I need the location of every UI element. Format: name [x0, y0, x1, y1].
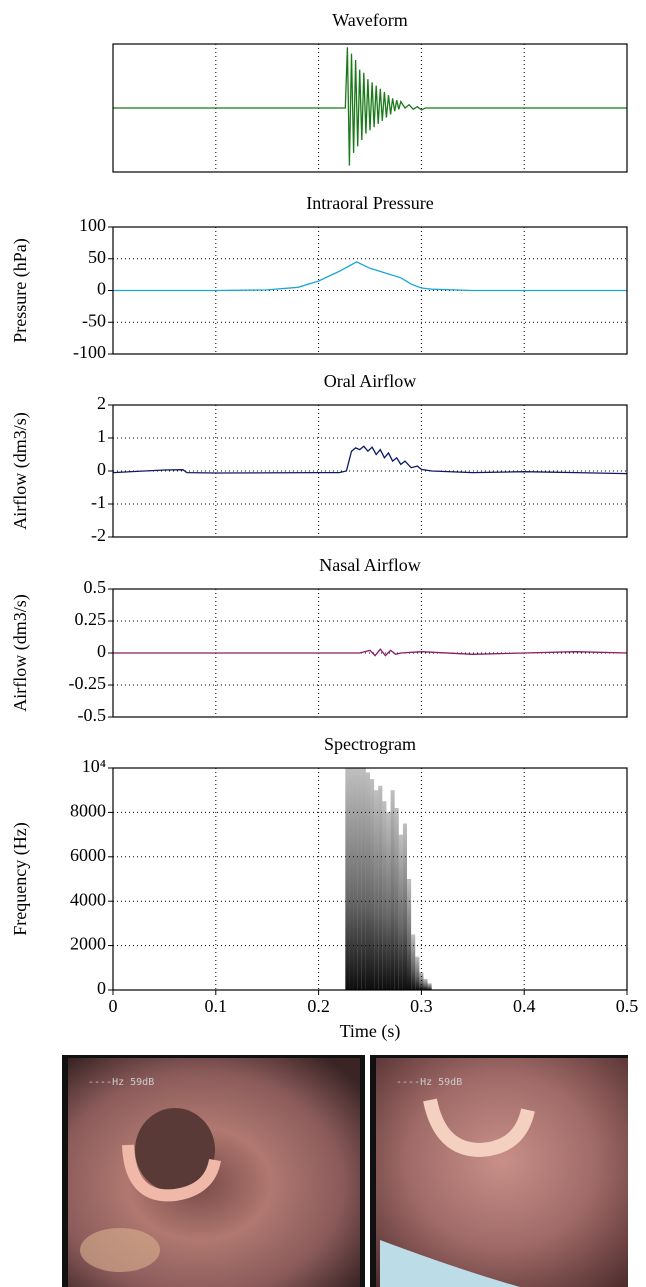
plot-frame — [112, 226, 628, 355]
y-tick-label: -0.5 — [78, 705, 107, 725]
line — [112, 445, 628, 475]
y-tick-label: 1 — [97, 426, 106, 446]
chart-title: Waveform — [332, 10, 408, 30]
y-axis-label: Airflow (dm3/s) — [10, 594, 31, 711]
spectrogram-column — [365, 772, 370, 990]
y-tick-label: 8000 — [70, 801, 106, 821]
spectrogram-column — [349, 768, 354, 990]
spectrogram-column — [345, 768, 350, 990]
y-tick-label: 2000 — [70, 934, 106, 954]
y-tick-label: 0.25 — [75, 609, 107, 629]
chart-title: Spectrogram — [324, 734, 416, 754]
spectrogram-column — [357, 768, 362, 990]
y-tick-label: 2 — [97, 393, 106, 413]
spectrogram-column — [423, 978, 428, 990]
y-tick-label: -100 — [73, 342, 106, 362]
endoscopy-image: ----Hz 59dB — [62, 1055, 365, 1287]
image-overlay: ----Hz 59dB — [396, 1077, 462, 1088]
image-overlay: ----Hz 59dB — [88, 1077, 154, 1088]
spectrogram-column — [402, 823, 408, 990]
chart-title: Nasal Airflow — [319, 555, 420, 575]
y-tick-label: 0 — [97, 641, 106, 661]
x-tick-label: 0.1 — [205, 996, 228, 1016]
spectrogram-column — [419, 972, 424, 990]
spectrogram-column — [411, 934, 416, 990]
x-tick-label: 0.2 — [307, 996, 330, 1016]
y-axis-label: Frequency (Hz) — [10, 822, 31, 935]
y-tick-label: 0.5 — [84, 577, 107, 597]
x-tick-label: 0.5 — [616, 996, 639, 1016]
x-axis-label: Time (s) — [340, 1021, 401, 1042]
plot-frame — [112, 43, 628, 173]
y-tick-label: -0.25 — [69, 673, 107, 693]
spectrogram-column — [382, 801, 387, 990]
spectrogram-column — [374, 790, 379, 990]
plot-frame — [112, 588, 628, 718]
chart-title: Intraoral Pressure — [306, 193, 433, 213]
endoscopy-image: ----Hz 59dB — [370, 1055, 628, 1287]
line — [113, 47, 627, 166]
plot-frame — [112, 404, 628, 538]
spectrogram-column — [370, 779, 375, 990]
spectrogram-column — [361, 768, 366, 990]
line — [113, 261, 627, 292]
y-tick-label: 10⁴ — [82, 756, 106, 776]
y-tick-label: 0 — [97, 459, 106, 479]
spectrogram-column — [390, 790, 395, 990]
spectrogram-column — [353, 768, 358, 990]
y-tick-label: 50 — [88, 247, 106, 267]
spectrogram-column — [398, 834, 403, 990]
chart-title: Oral Airflow — [324, 371, 416, 391]
y-tick-label: -1 — [91, 492, 106, 512]
x-tick-label: 0.3 — [410, 996, 433, 1016]
y-tick-label: 4000 — [70, 889, 106, 909]
y-tick-label: 0 — [97, 279, 106, 299]
y-tick-label: 100 — [79, 215, 106, 235]
x-tick-label: 0.4 — [513, 996, 536, 1016]
spectrogram-column — [386, 812, 391, 990]
line — [113, 648, 628, 657]
y-axis-label: Pressure (hPa) — [10, 238, 31, 342]
spectrogram-column — [415, 956, 420, 990]
y-tick-label: 0 — [97, 978, 106, 998]
spectrogram-column — [394, 807, 399, 990]
spectrogram-column — [407, 879, 412, 990]
x-tick-label: 0 — [109, 996, 118, 1016]
plot-frame — [112, 767, 628, 991]
y-tick-label: -2 — [91, 525, 106, 545]
spectrogram-column — [378, 785, 383, 990]
y-tick-label: 6000 — [70, 845, 106, 865]
y-axis-label: Airflow (dm3/s) — [10, 412, 31, 529]
y-tick-label: -50 — [82, 310, 106, 330]
spectrogram-column — [427, 983, 432, 990]
